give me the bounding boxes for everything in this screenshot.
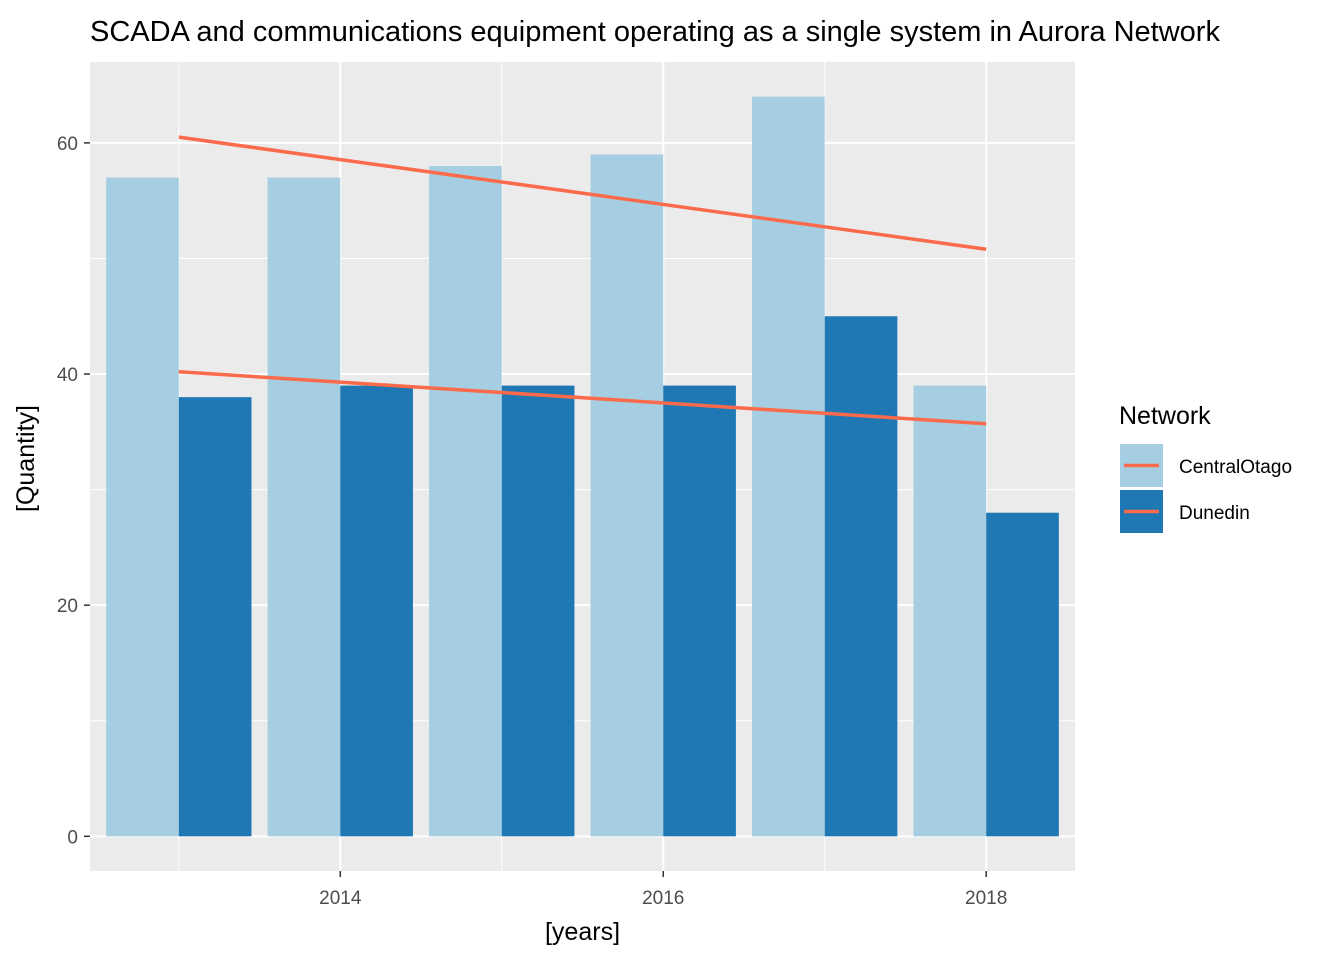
bar-dunedin-2018 <box>986 512 1059 837</box>
y-tick-label: 40 <box>57 365 78 386</box>
bar-centralotago-2016 <box>590 154 664 837</box>
y-tick-label: 0 <box>67 827 78 848</box>
bar-centralotago-2018 <box>913 385 987 837</box>
legend-label-centralotago: CentralOtago <box>1179 457 1292 478</box>
bars <box>106 96 1059 837</box>
axes: 0 20 40 60 2014 2016 2018 <box>57 134 1007 909</box>
x-tick-label: 2014 <box>319 888 362 909</box>
x-tick-label: 2016 <box>642 888 684 909</box>
legend: Network CentralOtago Dunedin <box>1119 402 1292 533</box>
chart-title: SCADA and communications equipment opera… <box>90 16 1220 48</box>
x-tick-label: 2018 <box>965 888 1007 909</box>
bar-centralotago-2015 <box>429 166 502 837</box>
bar-dunedin-2014 <box>340 385 413 837</box>
plot-panel <box>90 62 1075 871</box>
trend-lines <box>178 135 987 426</box>
bar-dunedin-2015 <box>501 385 575 837</box>
y-tick-label: 60 <box>57 134 78 155</box>
bar-centralotago-2013 <box>106 177 179 837</box>
bar-centralotago-2014 <box>267 177 341 837</box>
y-tick-label: 20 <box>57 596 78 617</box>
y-axis-title: [Quantity] <box>12 405 40 512</box>
bar-dunedin-2016 <box>663 385 736 837</box>
legend-title: Network <box>1119 402 1211 430</box>
x-axis-title: [years] <box>545 918 620 946</box>
legend-label-dunedin: Dunedin <box>1179 503 1250 524</box>
trend-line-centralotago <box>178 135 987 251</box>
bar-dunedin-2017 <box>824 316 898 837</box>
bar-centralotago-2017 <box>752 96 825 837</box>
bar-dunedin-2013 <box>178 397 252 837</box>
trend-line-dunedin <box>178 369 987 426</box>
